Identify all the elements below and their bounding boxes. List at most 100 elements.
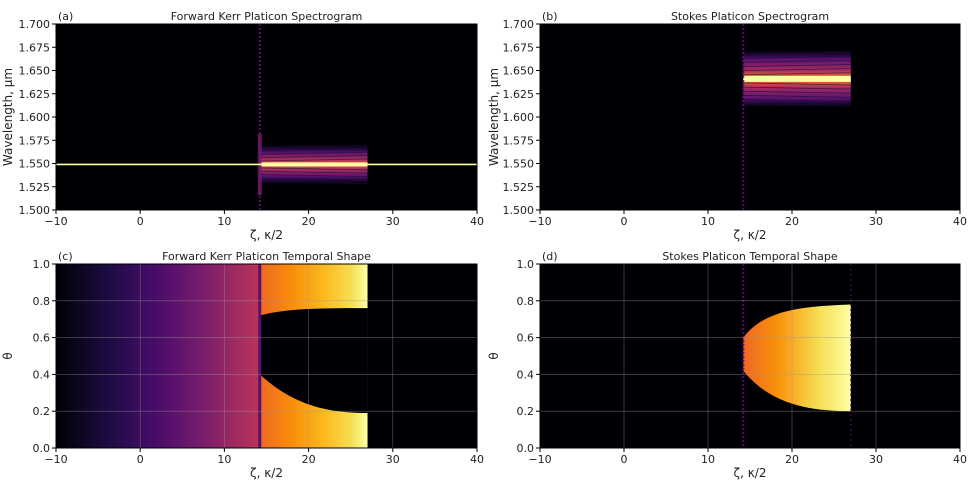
band-fringe [259,158,368,162]
y-tick-label: 0.0 [517,442,535,455]
y-tick-label: 1.625 [19,88,51,101]
y-tick-label: 1.525 [503,181,535,194]
panel-a: −10 0 10 20 30 40 1.500 1.525 1.550 1.575 1.600 1.6… [1,10,484,242]
x-tick-label: 20 [785,453,799,466]
panel-b: −10 0 10 20 30 40 1.500 1.525 1.550 1.575 1.600 1.6… [487,10,967,242]
y-tick-label: 1.550 [19,158,51,171]
platicon-dip [259,308,368,414]
x-tick-label: 40 [470,215,484,228]
y-tick-label: 1.0 [33,258,51,271]
y-tick-label: 1.675 [19,41,51,54]
band-fringe [743,55,851,59]
plot-area [56,24,477,210]
y-tick-label: 0.8 [517,295,535,308]
x-tick-label: 30 [869,453,883,466]
plot-area [540,24,960,210]
y-tick-label: 1.700 [503,18,535,31]
y-tick-label: 1.700 [19,18,51,31]
y-tick-label: 0.8 [33,295,51,308]
y-tick-label: 0.0 [33,442,51,455]
chart-title: Forward Kerr Platicon Spectrogram [171,10,363,23]
band-fringe [259,151,368,155]
axes-frame [55,263,478,449]
band-fringe [259,170,368,174]
x-tick-label: −10 [44,453,67,466]
y-tick-label: 1.500 [503,204,535,217]
panel-label: (c) [58,250,73,263]
y-tick-label: 0.2 [33,405,51,418]
band-fringe [743,94,851,98]
chart-title: Stokes Platicon Spectrogram [671,10,829,23]
y-axis-label: θ [1,352,15,359]
x-tick-label: 40 [953,453,967,466]
x-tick-label: 0 [621,215,628,228]
band-fringe [743,59,851,63]
x-tick-label: 10 [701,215,715,228]
y-tick-label: 0.6 [517,332,535,345]
band-fringe [743,99,851,102]
band-fringe [259,148,368,152]
y-tick-label: 0.4 [33,368,51,381]
y-tick-label: 1.675 [503,41,535,54]
band-fringe [259,174,368,178]
band-fringe [743,51,851,55]
band-core [743,75,851,82]
band-fringe [743,90,851,94]
panel-c: −10 0 10 20 30 40 0.0 0.2 0.4 0.6 0.8 1.0 (c) Forward… [1,250,484,480]
x-tick-label: 30 [386,215,400,228]
band-fringe [743,82,851,86]
y-tick-label: 1.600 [19,111,51,124]
x-tick-label: −10 [528,453,551,466]
x-tick-label: 20 [302,453,316,466]
x-axis-label: ζ, κ/2 [734,228,767,242]
y-tick-label: 1.0 [517,258,535,271]
band-fringe [743,86,851,90]
x-tick-label: 20 [785,215,799,228]
band-fringe [743,64,851,67]
x-tick-label: 10 [217,215,231,228]
y-axis-label: Wavelength, μm [1,68,15,166]
x-axis-label: ζ, κ/2 [250,228,283,242]
x-tick-label: 40 [470,453,484,466]
x-tick-label: 10 [701,453,715,466]
cw-background [56,264,260,448]
y-tick-label: 1.550 [503,158,535,171]
plot-area [540,264,960,448]
band-fringe [259,155,368,159]
x-tick-label: 20 [302,215,316,228]
y-axis-label: Wavelength, μm [487,68,501,166]
y-tick-label: 0.4 [517,368,535,381]
chart-title: Forward Kerr Platicon Temporal Shape [162,250,371,263]
x-tick-label: 10 [217,453,231,466]
y-tick-label: 1.575 [19,134,51,147]
x-tick-label: 40 [953,215,967,228]
band-fringe [259,177,368,181]
x-tick-label: 30 [386,453,400,466]
y-tick-label: 1.600 [503,111,535,124]
panel-label: (d) [542,250,558,263]
panel-label: (b) [542,10,558,23]
band-fringe [743,68,851,72]
y-tick-label: 1.650 [503,65,535,78]
x-tick-label: 0 [137,215,144,228]
band-fringe [259,167,368,171]
y-tick-label: 1.500 [19,204,51,217]
x-tick-label: −10 [528,215,551,228]
x-tick-label: 0 [137,453,144,466]
y-tick-label: 1.575 [503,134,535,147]
axes-frame [539,263,961,449]
y-tick-label: 1.625 [503,88,535,101]
plot-area [56,264,477,448]
platicon-field [743,304,851,412]
x-axis-label: ζ, κ/2 [250,466,283,480]
chart-title: Stokes Platicon Temporal Shape [662,250,838,263]
x-axis-label: ζ, κ/2 [734,466,767,480]
y-tick-label: 0.2 [517,405,535,418]
x-tick-label: 0 [621,453,628,466]
y-tick-label: 1.525 [19,181,51,194]
panel-label: (a) [58,10,73,23]
y-tick-label: 1.650 [19,65,51,78]
y-axis-label: θ [487,352,501,359]
band-fringe [743,103,851,106]
